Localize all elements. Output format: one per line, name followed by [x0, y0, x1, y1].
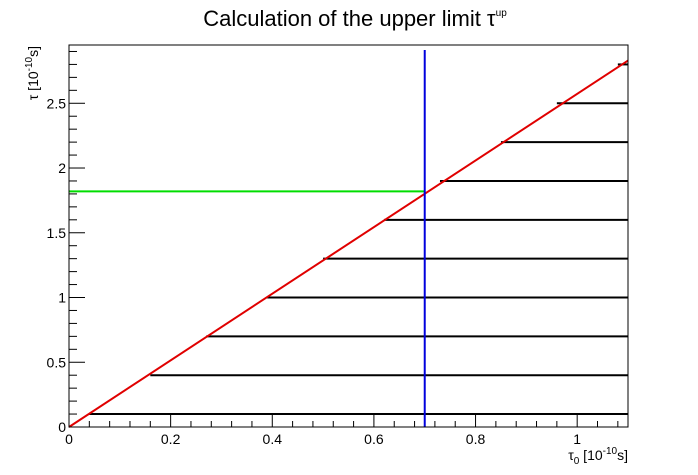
y-axis-label-open: [10 — [25, 71, 41, 95]
x-axis-label-exp: -10 — [603, 446, 618, 457]
y-tick-label-0: 0 — [58, 419, 66, 435]
y-axis-label: τ [10-10s] — [24, 46, 41, 100]
chart-title: Calculation of the upper limit τup — [203, 6, 507, 31]
chart-title-sup: up — [496, 8, 508, 19]
x-tick-label-4: 0.8 — [466, 431, 486, 447]
x-axis-label-sub: 0 — [574, 456, 580, 467]
y-axis-label-symbol: τ — [25, 94, 41, 100]
x-axis-label: τ0 [10-10s] — [568, 446, 628, 467]
y-tick-label-4: 2 — [58, 160, 66, 176]
axis-ticks: 0 0.2 0.4 0.6 0.8 1 0 0.5 1 1.5 2 2.5 — [47, 50, 619, 447]
chart-title-main: Calculation of the upper limit τ — [203, 6, 496, 31]
x-tick-label-3: 0.6 — [364, 431, 384, 447]
x-tick-label-5: 1 — [573, 431, 581, 447]
y-tick-label-5: 2.5 — [47, 95, 67, 111]
x-tick-label-0: 0 — [65, 431, 73, 447]
diagonal-line — [68, 59, 629, 428]
x-axis-label-open: [10 — [579, 447, 603, 463]
x-tick-label-1: 0.2 — [161, 431, 181, 447]
x-tick-label-2: 0.4 — [263, 431, 283, 447]
y-tick-label-3: 1.5 — [47, 225, 67, 241]
y-tick-label-2: 1 — [58, 290, 66, 306]
plot-area — [68, 50, 629, 428]
x-axis-label-symbol: τ — [568, 447, 574, 463]
y-axis-label-exp: -10 — [24, 56, 35, 71]
y-tick-label-1: 0.5 — [47, 354, 67, 370]
plot-frame — [68, 44, 629, 428]
y-axis-label-close: s] — [25, 46, 41, 57]
x-axis-label-close: s] — [617, 447, 628, 463]
